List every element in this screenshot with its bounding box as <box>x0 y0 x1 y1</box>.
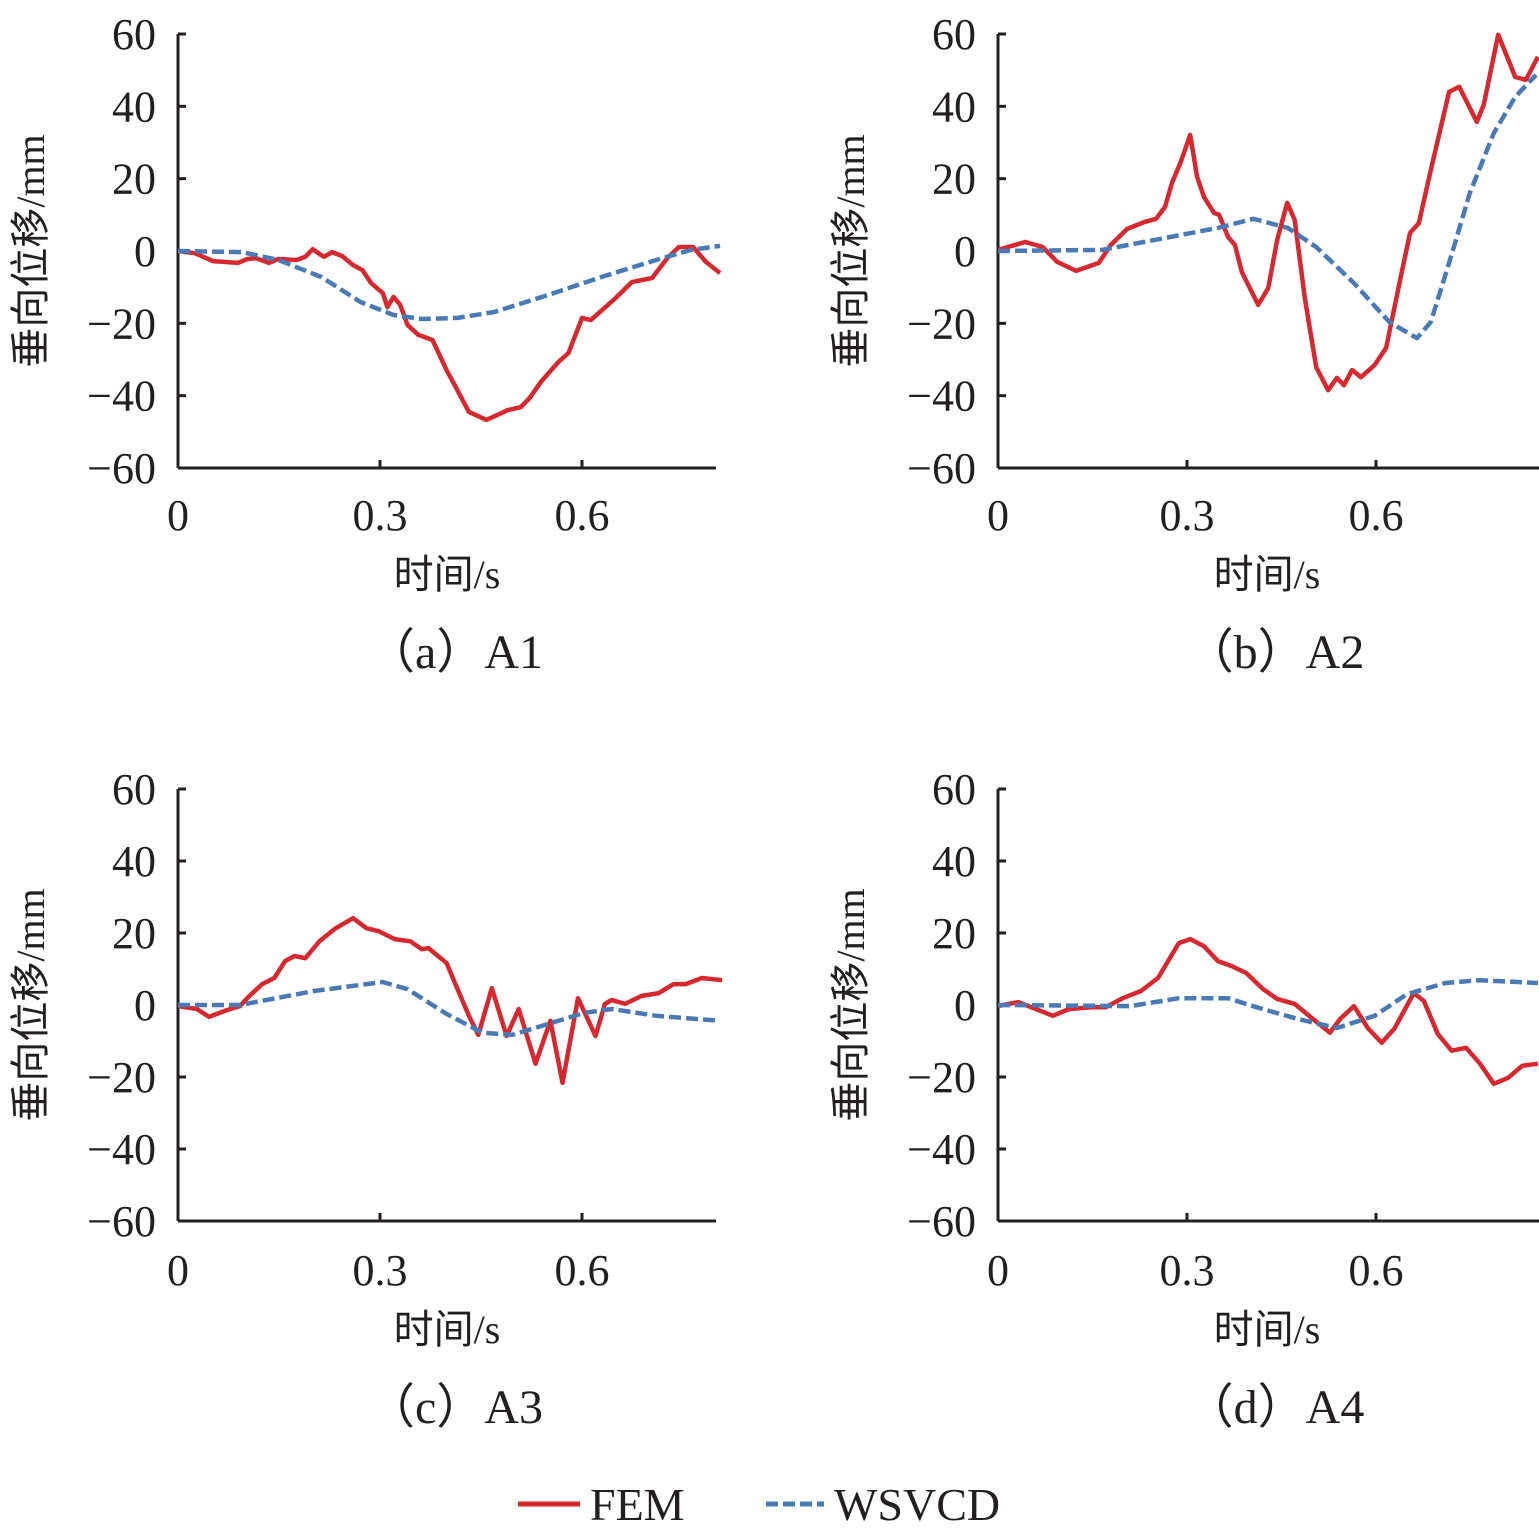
panel-caption: （d）A4 <box>1186 1381 1365 1434</box>
legend: FEM WSVCD <box>518 1479 1000 1530</box>
y-tick-label: −20 <box>87 299 156 348</box>
legend-wsvcd-label: WSVCD <box>834 1479 1000 1530</box>
y-tick-label: 20 <box>932 909 976 958</box>
y-tick-label: −40 <box>87 372 156 421</box>
y-axis-title: 垂向位移/mm <box>828 134 873 367</box>
x-tick-label: 0.3 <box>1160 1246 1215 1295</box>
y-axis-title: 垂向位移/mm <box>8 888 53 1121</box>
y-tick-label: 40 <box>112 82 156 131</box>
y-tick-label: 20 <box>932 155 976 204</box>
y-tick-label: 60 <box>932 765 976 814</box>
x-tick-label: 0.6 <box>555 491 610 540</box>
series-fem-line <box>998 32 1539 393</box>
x-tick-label: 0.6 <box>1349 1246 1404 1295</box>
y-tick-label: 40 <box>932 837 976 886</box>
y-tick-label: −40 <box>87 1125 156 1174</box>
series-wsvcd-line <box>998 977 1539 1031</box>
y-tick-label: −60 <box>907 444 976 493</box>
y-tick-label: 0 <box>954 981 976 1030</box>
x-axis-title: 时间/s <box>394 552 501 597</box>
y-tick-label: 40 <box>112 837 156 886</box>
x-tick-label: 0 <box>987 1246 1009 1295</box>
y-axis-title: 垂向位移/mm <box>828 888 873 1121</box>
y-tick-label: 60 <box>112 10 156 59</box>
x-tick-label: 0.3 <box>353 491 408 540</box>
y-tick-label: −40 <box>907 1125 976 1174</box>
panel-caption: （c）A3 <box>367 1381 543 1434</box>
x-axis-title: 时间/s <box>394 1307 501 1352</box>
x-axis-title: 时间/s <box>1214 552 1321 597</box>
series-fem-line <box>178 244 722 423</box>
y-tick-label: 0 <box>134 227 156 276</box>
y-tick-label: 40 <box>932 82 976 131</box>
series-fem-line <box>178 915 723 1086</box>
y-tick-label: 20 <box>112 909 156 958</box>
series-wsvcd-line <box>178 979 721 1038</box>
y-tick-label: −40 <box>907 372 976 421</box>
y-axis-title: 垂向位移/mm <box>8 134 53 367</box>
x-tick-label: 0 <box>987 491 1009 540</box>
y-tick-label: 60 <box>112 765 156 814</box>
y-tick-label: −60 <box>907 1197 976 1246</box>
y-tick-label: −60 <box>87 444 156 493</box>
panel-caption: （b）A2 <box>1186 626 1365 679</box>
series-wsvcd-line <box>178 243 721 322</box>
x-tick-label: 0 <box>167 491 189 540</box>
legend-fem-label: FEM <box>590 1479 685 1530</box>
panel-caption: （a）A1 <box>367 626 543 679</box>
x-axis-title: 时间/s <box>1214 1307 1321 1352</box>
y-tick-label: 60 <box>932 10 976 59</box>
y-tick-label: 20 <box>112 155 156 204</box>
y-tick-label: −60 <box>87 1197 156 1246</box>
x-tick-label: 0 <box>167 1246 189 1295</box>
y-tick-label: 0 <box>954 227 976 276</box>
y-tick-label: 0 <box>134 981 156 1030</box>
y-tick-label: −20 <box>907 1053 976 1102</box>
x-tick-label: 0.6 <box>555 1246 610 1295</box>
y-tick-label: −20 <box>87 1053 156 1102</box>
series-wsvcd-line <box>998 73 1538 341</box>
x-tick-label: 0.3 <box>1160 491 1215 540</box>
x-tick-label: 0.6 <box>1349 491 1404 540</box>
y-tick-label: −20 <box>907 299 976 348</box>
x-tick-label: 0.3 <box>353 1246 408 1295</box>
